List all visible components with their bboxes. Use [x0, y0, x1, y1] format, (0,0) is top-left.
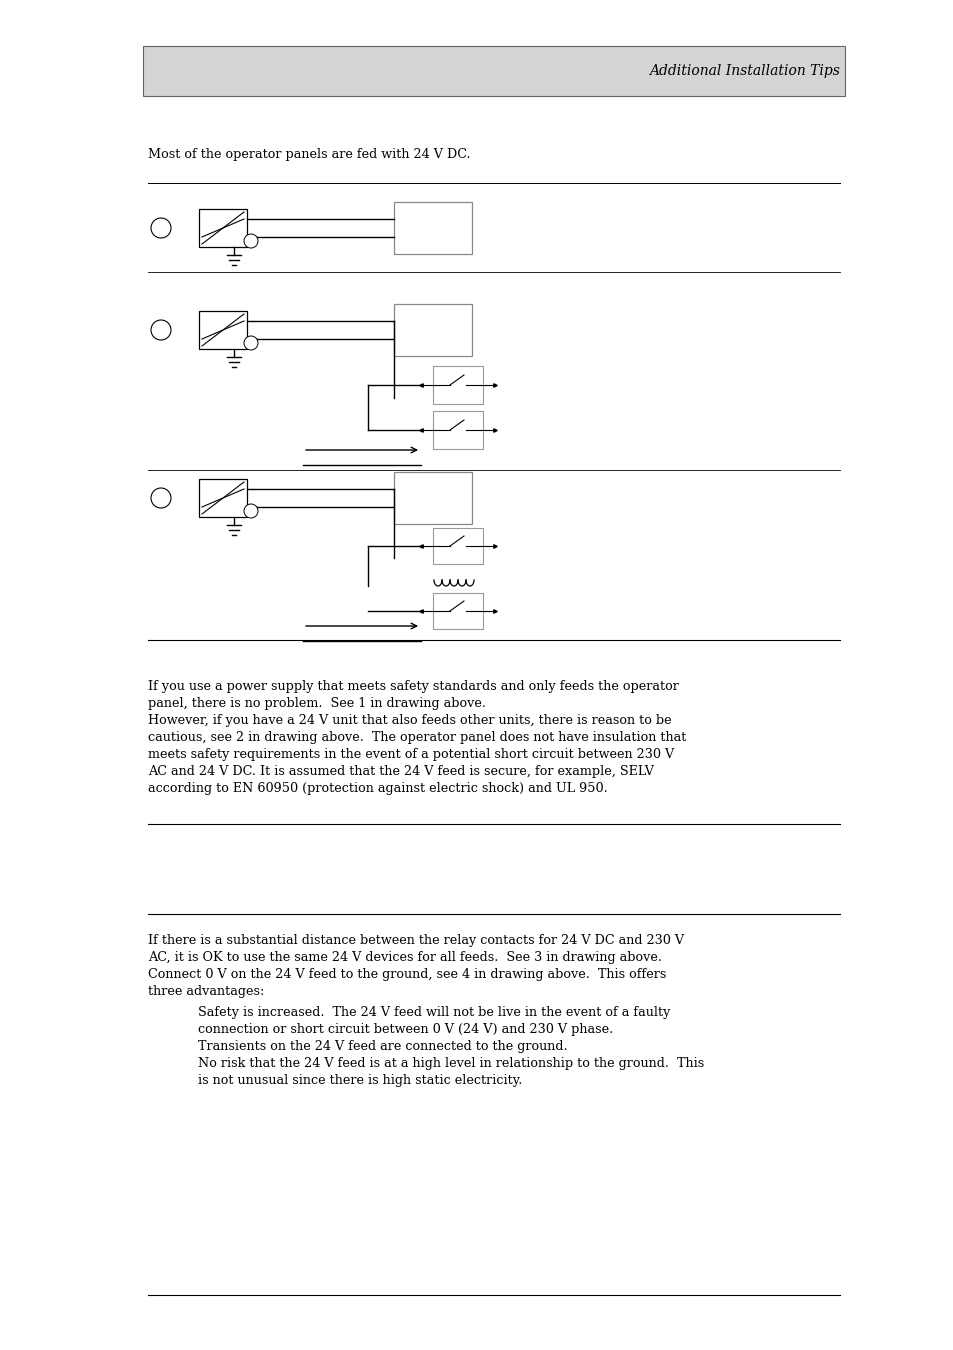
Text: Safety is increased.  The 24 V feed will not be live in the event of a faulty: Safety is increased. The 24 V feed will …: [198, 1006, 670, 1019]
Text: If there is a substantial distance between the relay contacts for 24 V DC and 23: If there is a substantial distance betwe…: [148, 934, 683, 946]
Text: according to EN 60950 (protection against electric shock) and UL 950.: according to EN 60950 (protection agains…: [148, 782, 607, 795]
Circle shape: [244, 336, 257, 350]
Bar: [199, 209, 247, 247]
Text: is not unusual since there is high static electricity.: is not unusual since there is high stati…: [198, 1075, 522, 1087]
Text: meets safety requirements in the event of a potential short circuit between 230 : meets safety requirements in the event o…: [148, 748, 674, 761]
Circle shape: [151, 487, 171, 508]
Bar: [199, 310, 247, 350]
Text: However, if you have a 24 V unit that also feeds other units, there is reason to: However, if you have a 24 V unit that al…: [148, 714, 671, 728]
Text: Most of the operator panels are fed with 24 V DC.: Most of the operator panels are fed with…: [148, 148, 470, 161]
Bar: [433, 410, 482, 450]
Circle shape: [244, 504, 257, 518]
Text: Transients on the 24 V feed are connected to the ground.: Transients on the 24 V feed are connecte…: [198, 1040, 567, 1053]
Text: three advantages:: three advantages:: [148, 986, 264, 998]
Circle shape: [151, 217, 171, 238]
Text: Connect 0 V on the 24 V feed to the ground, see 4 in drawing above.  This offers: Connect 0 V on the 24 V feed to the grou…: [148, 968, 666, 981]
Text: connection or short circuit between 0 V (24 V) and 230 V phase.: connection or short circuit between 0 V …: [198, 1023, 613, 1035]
Text: No risk that the 24 V feed is at a high level in relationship to the ground.  Th: No risk that the 24 V feed is at a high …: [198, 1057, 703, 1071]
Bar: [394, 472, 472, 524]
Bar: [143, 46, 844, 96]
Text: cautious, see 2 in drawing above.  The operator panel does not have insulation t: cautious, see 2 in drawing above. The op…: [148, 730, 685, 744]
Circle shape: [244, 234, 257, 248]
Bar: [394, 304, 472, 356]
Text: Additional Installation Tips: Additional Installation Tips: [648, 63, 840, 78]
Bar: [433, 366, 482, 404]
Bar: [433, 528, 482, 564]
Text: If you use a power supply that meets safety standards and only feeds the operato: If you use a power supply that meets saf…: [148, 680, 679, 693]
Bar: [199, 479, 247, 517]
Bar: [433, 593, 482, 629]
Circle shape: [151, 320, 171, 340]
Text: AC and 24 V DC. It is assumed that the 24 V feed is secure, for example, SELV: AC and 24 V DC. It is assumed that the 2…: [148, 765, 654, 778]
Text: AC, it is OK to use the same 24 V devices for all feeds.  See 3 in drawing above: AC, it is OK to use the same 24 V device…: [148, 950, 661, 964]
Text: panel, there is no problem.  See 1 in drawing above.: panel, there is no problem. See 1 in dra…: [148, 697, 485, 710]
Bar: [394, 202, 472, 254]
